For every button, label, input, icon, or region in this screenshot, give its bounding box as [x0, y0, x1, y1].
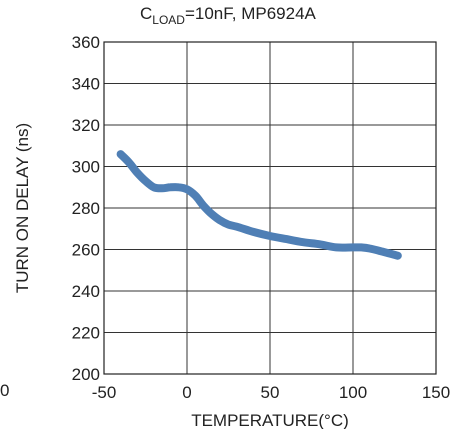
y-tick-labels: 200 220 240 260 280 300 320 340 360: [72, 33, 100, 384]
page-edge-fragment: 0: [0, 381, 9, 400]
y-tick-label: 240: [72, 282, 100, 301]
chart-title-suffix: =10nF, MP6924A: [185, 4, 317, 23]
y-tick-label: 300: [72, 158, 100, 177]
x-tick-label: -50: [92, 383, 117, 402]
y-tick-label: 320: [72, 116, 100, 135]
y-tick-label: 340: [72, 75, 100, 94]
y-tick-label: 360: [72, 33, 100, 52]
x-tick-label: 150: [422, 383, 450, 402]
x-tick-label: 0: [182, 383, 191, 402]
plot-frame: [103, 41, 437, 375]
chart-title: CLOAD=10nF, MP6924A: [140, 4, 317, 27]
y-tick-label: 220: [72, 324, 100, 343]
x-tick-labels: -50 0 50 100 150: [92, 383, 450, 402]
y-tick-label: 280: [72, 199, 100, 218]
chart-title-subscript: LOAD: [152, 13, 185, 27]
x-tick-label: 100: [339, 383, 367, 402]
y-tick-label: 260: [72, 241, 100, 260]
series-line: [116, 150, 402, 260]
x-tick-label: 50: [261, 383, 280, 402]
grid: [104, 42, 436, 374]
y-axis-label: TURN ON DELAY (ns): [13, 123, 32, 293]
y-tick-label: 200: [72, 365, 100, 384]
x-axis-label: TEMPERATURE(°C): [191, 411, 349, 429]
chart-title-prefix: C: [140, 4, 152, 23]
